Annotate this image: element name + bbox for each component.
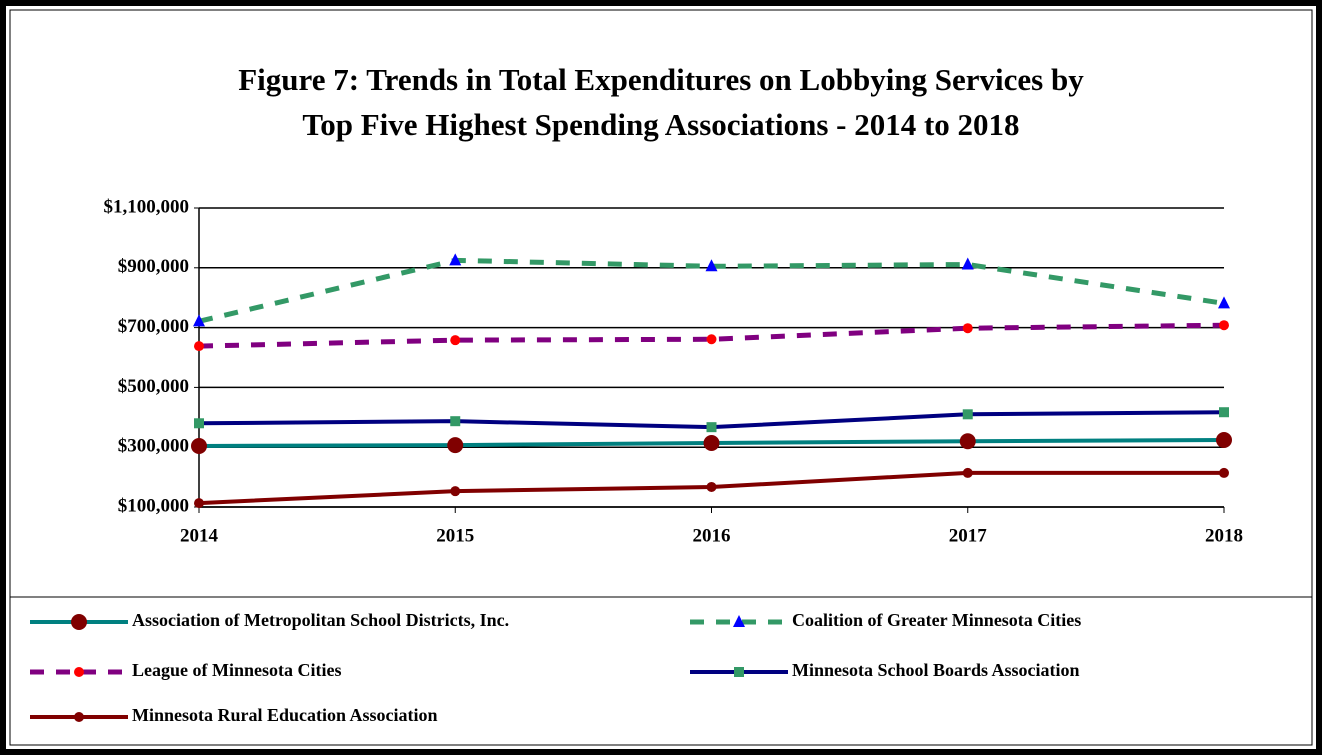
marker xyxy=(706,422,717,433)
legend-marker xyxy=(71,614,87,630)
marker xyxy=(449,253,462,266)
legend-label: Association of Metropolitan School Distr… xyxy=(132,610,509,630)
marker xyxy=(194,418,204,429)
legend-marker xyxy=(74,712,84,722)
marker xyxy=(959,433,976,450)
marker xyxy=(1219,407,1229,418)
x-tick-label: 2016 xyxy=(693,525,731,546)
legend-label: League of Minnesota Cities xyxy=(132,660,341,680)
legend-label: Minnesota School Boards Association xyxy=(792,660,1080,680)
chart-title: Figure 7: Trends in Total Expenditures o… xyxy=(238,62,1084,97)
marker xyxy=(961,257,974,270)
marker xyxy=(1219,467,1229,478)
marker xyxy=(193,314,205,327)
marker xyxy=(705,259,718,272)
marker xyxy=(191,438,207,455)
legend-marker xyxy=(733,615,745,627)
chart-subtitle: Top Five Highest Spending Associations -… xyxy=(302,107,1019,142)
y-tick-label: $900,000 xyxy=(118,256,189,277)
y-tick-label: $100,000 xyxy=(118,495,189,516)
marker xyxy=(706,334,717,345)
legend-box xyxy=(9,596,1313,746)
y-tick-label: $1,100,000 xyxy=(104,196,190,217)
marker xyxy=(1218,296,1230,309)
series-line xyxy=(198,257,1225,324)
marker xyxy=(447,437,464,454)
marker xyxy=(450,486,461,497)
x-tick-label: 2015 xyxy=(436,525,474,546)
legend-marker xyxy=(74,667,84,677)
marker xyxy=(703,435,720,452)
marker xyxy=(194,341,204,352)
legend-marker xyxy=(734,667,744,677)
x-tick-label: 2017 xyxy=(949,525,988,546)
marker xyxy=(194,498,204,509)
marker xyxy=(962,409,973,420)
x-tick-label: 2014 xyxy=(180,525,219,546)
y-tick-label: $700,000 xyxy=(118,316,189,337)
marker xyxy=(962,323,973,334)
marker xyxy=(962,467,973,478)
y-tick-label: $500,000 xyxy=(118,376,189,397)
marker xyxy=(706,481,717,492)
y-tick-label: $300,000 xyxy=(118,436,189,457)
marker xyxy=(450,335,461,346)
legend-label: Coalition of Greater Minnesota Cities xyxy=(792,610,1081,630)
x-tick-label: 2018 xyxy=(1205,525,1243,546)
legend-label: Minnesota Rural Education Association xyxy=(132,705,438,725)
marker xyxy=(1219,320,1229,331)
marker xyxy=(450,416,461,427)
marker xyxy=(1216,432,1232,449)
